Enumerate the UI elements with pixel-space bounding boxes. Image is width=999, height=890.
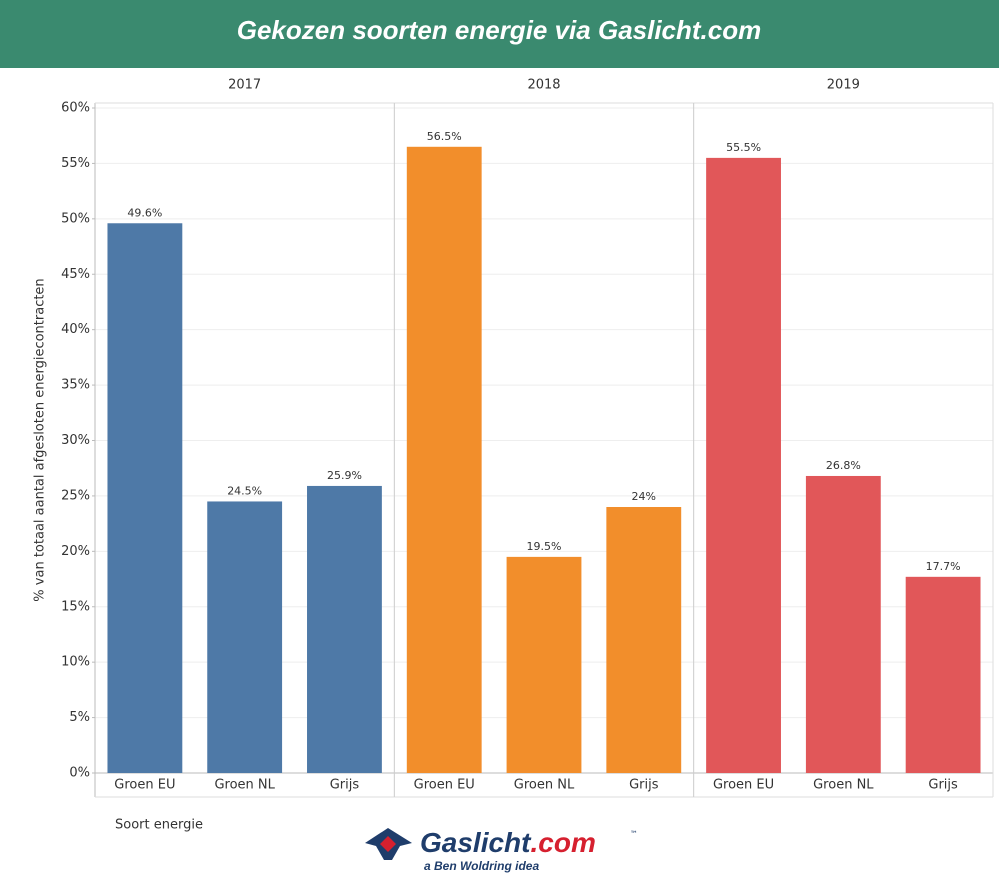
bar — [805, 475, 881, 773]
panel-label: 2017 — [228, 78, 261, 93]
value-label: 24% — [632, 490, 656, 503]
bar — [107, 223, 183, 773]
bar — [706, 157, 781, 773]
logo-domain: .com — [530, 827, 595, 858]
x-tick-label: Groen EU — [414, 778, 475, 793]
x-tick-label: Groen NL — [214, 778, 275, 793]
y-tick-label: 25% — [61, 488, 90, 503]
logo-name: Gaslicht.com — [420, 827, 596, 858]
chart-title: Gekozen soorten energie via Gaslicht.com — [237, 15, 762, 45]
value-label: 49.6% — [127, 206, 162, 219]
y-tick-label: 10% — [61, 655, 90, 670]
logo-tm: ™ — [630, 830, 638, 839]
value-label: 55.5% — [726, 141, 761, 154]
y-axis-label: % van totaal aantal afgesloten energieco… — [33, 278, 48, 601]
bar — [606, 507, 682, 773]
bar — [307, 485, 382, 773]
y-tick-label: 45% — [61, 267, 90, 282]
logo-tagline: a Ben Woldring idea — [424, 859, 539, 873]
bar — [406, 146, 482, 773]
x-tick-label: Grijs — [928, 778, 958, 793]
header-band — [0, 0, 999, 68]
y-tick-label: 60% — [61, 101, 90, 116]
value-label: 24.5% — [227, 484, 262, 497]
bar — [207, 501, 283, 773]
x-tick-label: Groen NL — [514, 778, 575, 793]
logo-icon-accent — [380, 836, 396, 852]
value-label: 17.7% — [926, 560, 961, 573]
logo-name-main: Gaslicht — [420, 827, 532, 858]
value-label: 56.5% — [427, 130, 462, 143]
x-tick-label: Groen EU — [114, 778, 175, 793]
panel-label: 2019 — [827, 78, 860, 93]
y-tick-label: 0% — [69, 766, 90, 781]
x-tick-label: Groen EU — [713, 778, 774, 793]
x-tick-label: Grijs — [330, 778, 360, 793]
x-tick-label: Grijs — [629, 778, 659, 793]
logo: Gaslicht.com ™ a Ben Woldring idea — [365, 827, 638, 873]
value-label: 26.8% — [826, 459, 861, 472]
panel-label: 2018 — [527, 78, 560, 93]
y-tick-label: 35% — [61, 378, 90, 393]
y-tick-label: 20% — [61, 544, 90, 559]
x-axis-label: Soort energie — [115, 818, 203, 833]
y-tick-label: 55% — [61, 156, 90, 171]
bar — [905, 576, 981, 773]
value-label: 19.5% — [527, 540, 562, 553]
y-tick-label: 50% — [61, 211, 90, 226]
x-tick-label: Groen NL — [813, 778, 874, 793]
y-tick-label: 40% — [61, 322, 90, 337]
value-label: 25.9% — [327, 469, 362, 482]
bar — [506, 556, 582, 773]
y-tick-label: 5% — [69, 710, 90, 725]
y-tick-label: 30% — [61, 433, 90, 448]
y-tick-label: 15% — [61, 599, 90, 614]
